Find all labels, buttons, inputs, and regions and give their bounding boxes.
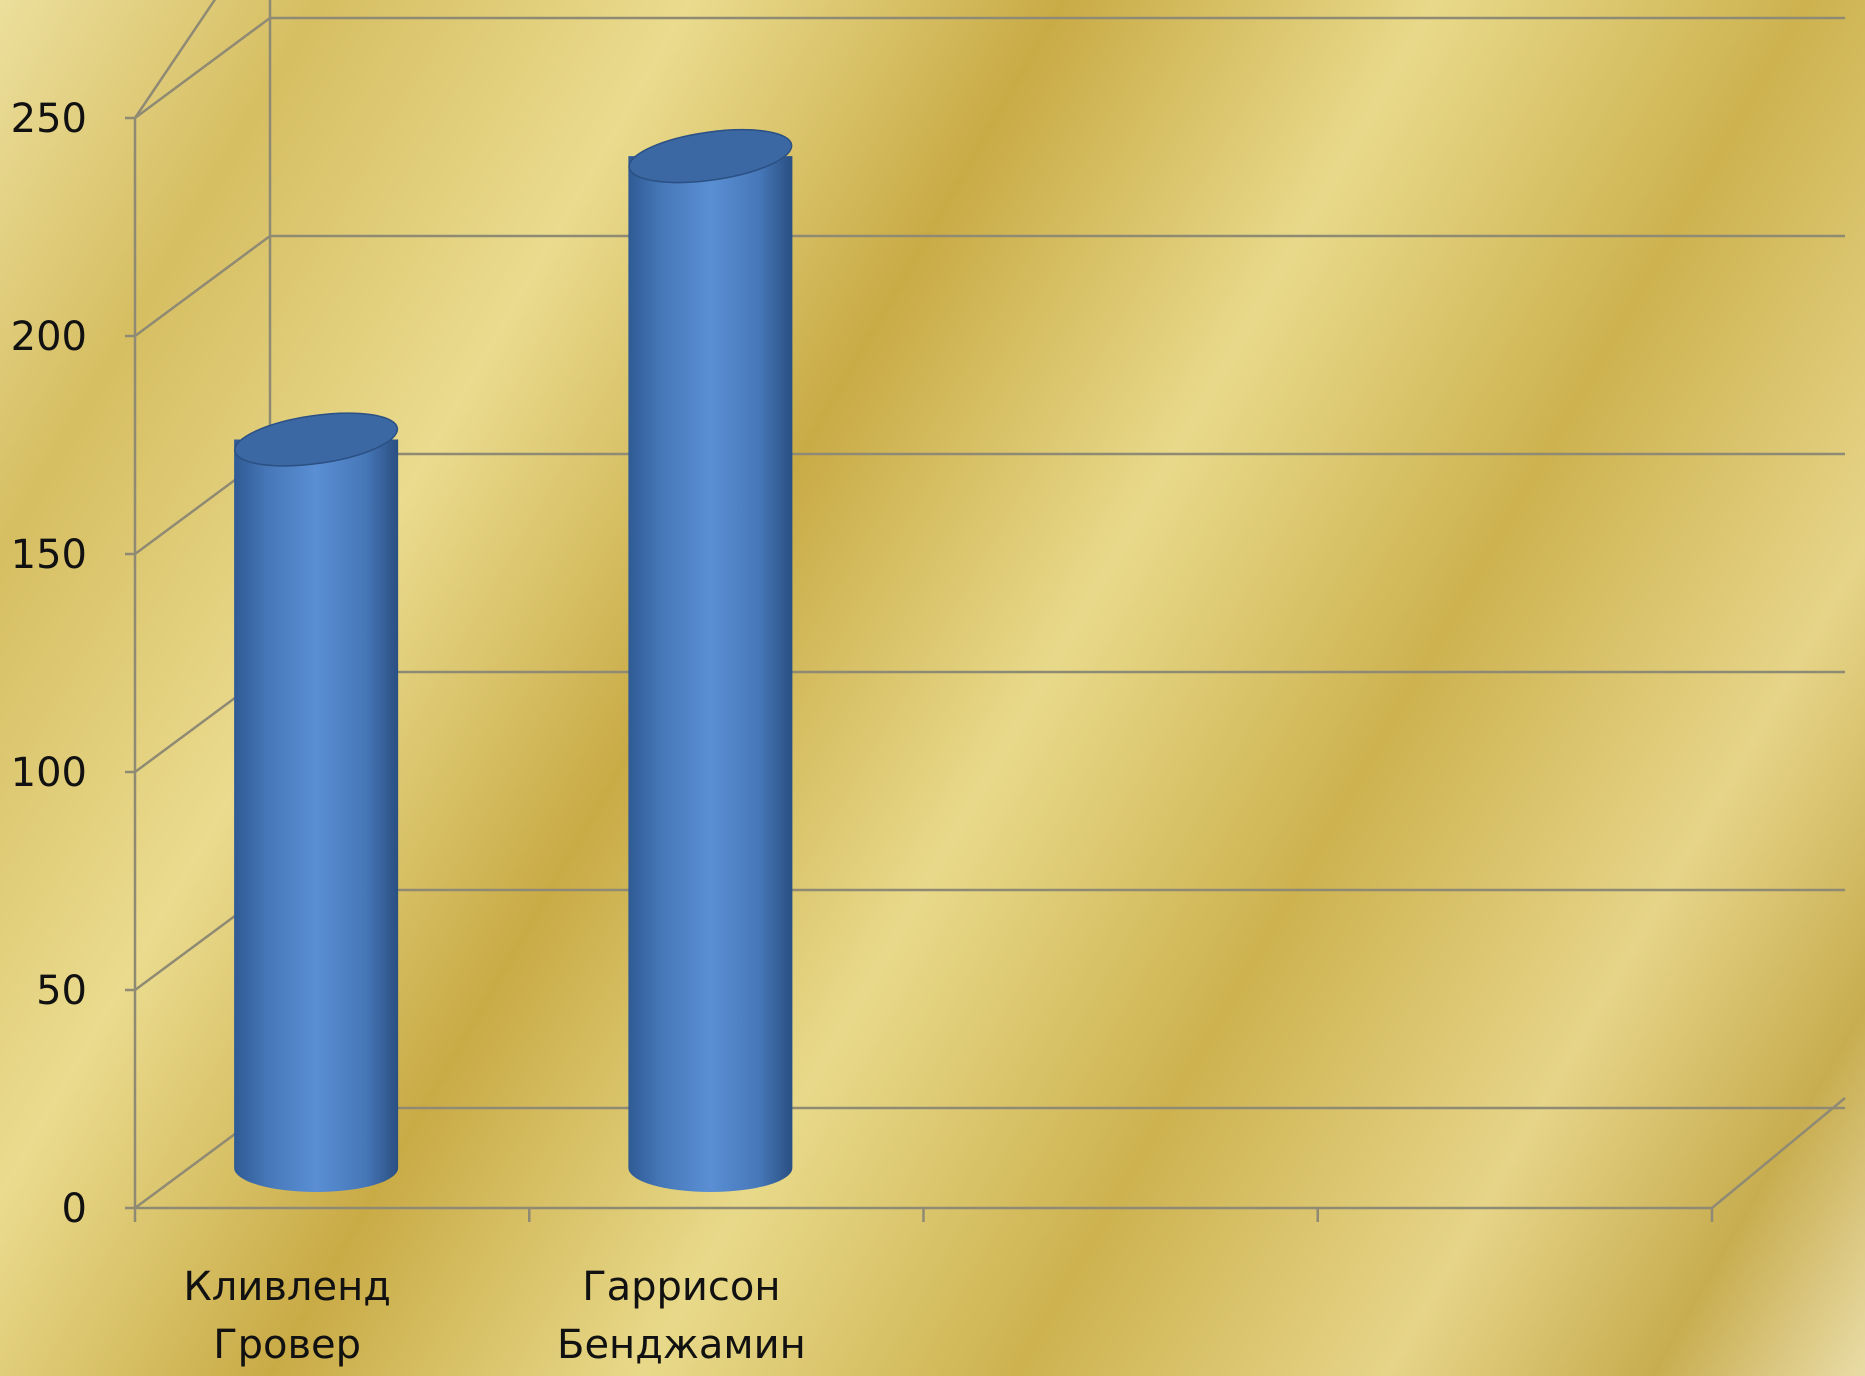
x-category-label: Гровер <box>213 1322 361 1368</box>
y-tick-label: 250 <box>11 96 87 142</box>
bar-top <box>234 412 399 467</box>
gridline <box>134 16 1845 120</box>
bars <box>234 129 793 1192</box>
y-tick-label: 100 <box>11 750 87 796</box>
labels: 0 50 100 150 200 250 Кливленд Гровер Гаррисон Бен… <box>11 96 806 1368</box>
bar-cylinder <box>234 412 399 1192</box>
bar-body <box>628 156 793 1192</box>
y-tick-label: 200 <box>11 314 87 360</box>
x-category-label: Кливленд <box>183 1264 391 1310</box>
gridline <box>134 234 1845 338</box>
y-tick-label: 50 <box>36 968 87 1014</box>
bar-top <box>628 129 793 184</box>
bar-cylinder <box>628 129 793 1192</box>
y-tick-label: 150 <box>11 532 87 578</box>
bar-body <box>234 439 399 1192</box>
x-category-label: Гаррисон <box>582 1264 780 1310</box>
x-category-label: Бенджамин <box>557 1322 806 1368</box>
top-edge <box>133 0 217 119</box>
y-tick-label: 0 <box>62 1186 87 1232</box>
